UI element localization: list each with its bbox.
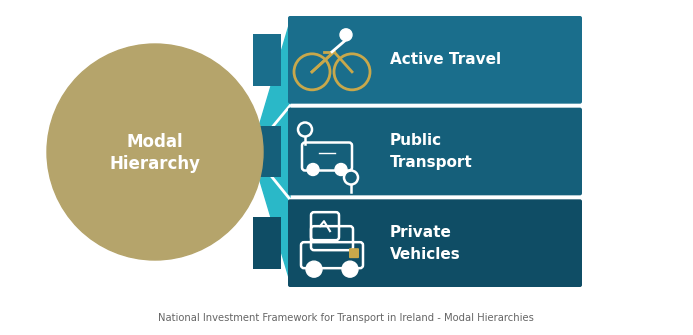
Text: National Investment Framework for Transport in Ireland - Modal Hierarchies: National Investment Framework for Transp…: [158, 313, 534, 323]
Bar: [253, 217, 281, 269]
Text: 1: 1: [577, 30, 627, 99]
Text: 3: 3: [577, 214, 627, 283]
Text: Public: Public: [390, 133, 442, 148]
Circle shape: [47, 44, 263, 260]
Circle shape: [306, 261, 322, 277]
FancyBboxPatch shape: [288, 108, 582, 195]
Circle shape: [342, 261, 358, 277]
Text: Active Travel: Active Travel: [390, 52, 501, 67]
Bar: [253, 34, 281, 86]
Text: Private: Private: [390, 225, 452, 240]
FancyBboxPatch shape: [288, 199, 582, 287]
Text: 2: 2: [577, 122, 627, 191]
Circle shape: [307, 163, 319, 176]
Text: Modal: Modal: [127, 133, 184, 151]
FancyBboxPatch shape: [349, 248, 359, 258]
Polygon shape: [255, 22, 290, 281]
Circle shape: [340, 29, 352, 41]
Circle shape: [335, 163, 347, 176]
Text: Transport: Transport: [390, 155, 473, 170]
Text: Vehicles: Vehicles: [390, 247, 461, 262]
FancyBboxPatch shape: [288, 16, 582, 104]
Text: Hierarchy: Hierarchy: [109, 155, 200, 173]
Bar: [253, 126, 281, 178]
